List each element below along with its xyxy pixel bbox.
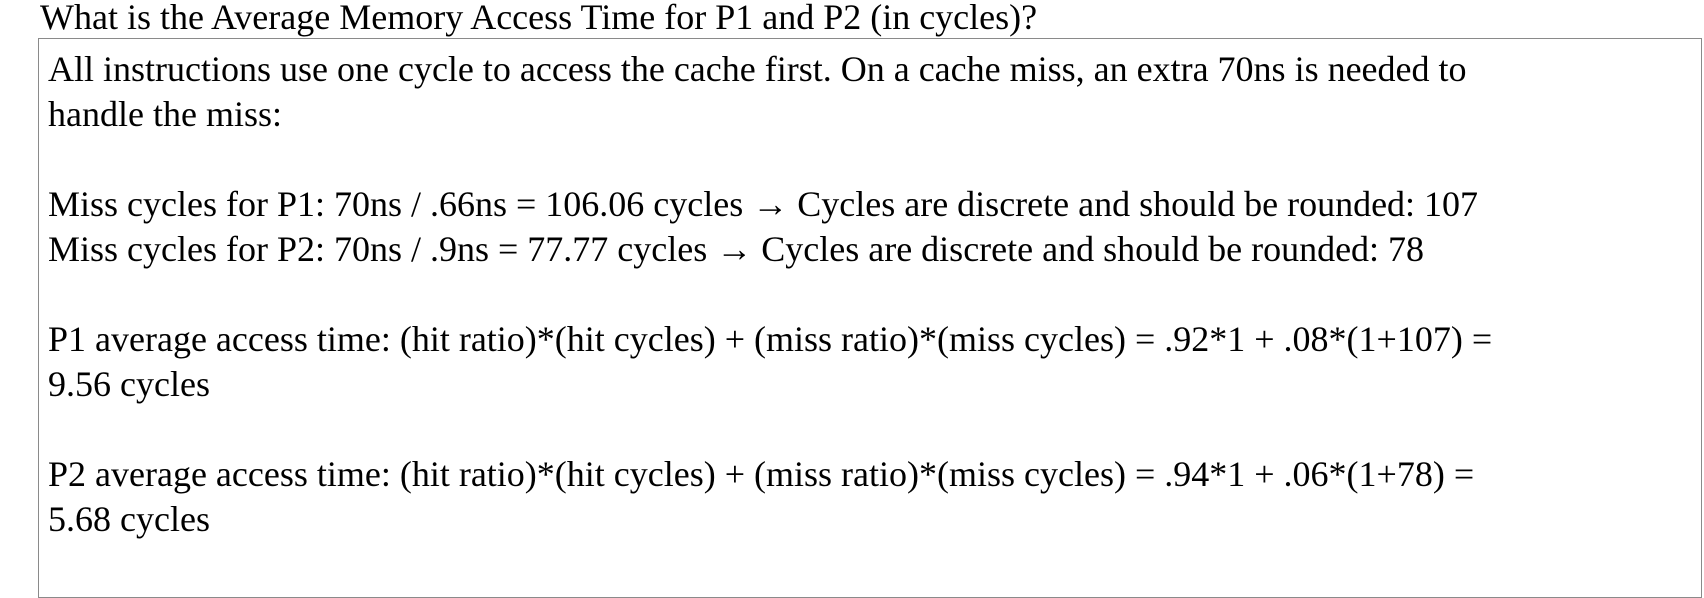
blank-line (48, 137, 1701, 182)
p1-average-line-1: P1 average access time: (hit ratio)*(hit… (48, 319, 1493, 359)
intro-line-2: handle the miss: (48, 94, 282, 134)
miss-cycles-p1: Miss cycles for P1: 70ns / .66ns = 106.0… (48, 184, 1479, 224)
miss-cycles-p2: Miss cycles for P2: 70ns / .9ns = 77.77 … (48, 229, 1425, 269)
p2-average-line-1: P2 average access time: (hit ratio)*(hit… (48, 454, 1475, 494)
p1-average-line-2: 9.56 cycles (48, 364, 210, 404)
blank-line (48, 272, 1701, 317)
p2-average-line-2: 5.68 cycles (48, 499, 210, 539)
intro-line-1: All instructions use one cycle to access… (48, 49, 1467, 89)
answer-textbox[interactable]: All instructions use one cycle to access… (38, 38, 1702, 598)
question-text: What is the Average Memory Access Time f… (40, 0, 1038, 37)
blank-line (48, 407, 1701, 452)
